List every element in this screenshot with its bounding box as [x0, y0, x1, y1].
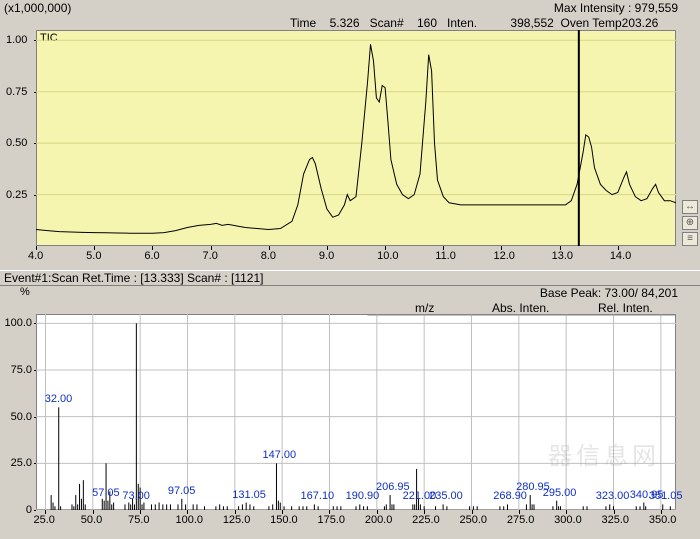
ms-peak-label: 32.00 [45, 393, 73, 405]
tic-multiplier: (x1,000,000) [4, 1, 71, 15]
ms-xtick: 300.0 [554, 514, 582, 526]
ms-col-rel: Rel. Inten. [598, 301, 653, 315]
tic-ytick: 0.75 [6, 86, 27, 98]
ms-ytick: 100.0 [4, 317, 32, 329]
ms-xtick: 25.0 [33, 514, 54, 526]
time-label: Time [290, 16, 316, 30]
ms-peak-label: 235.00 [429, 490, 463, 502]
ms-ytick: 75.0 [4, 364, 32, 376]
ms-base-peak: Base Peak: 73.00/ 84,201 [540, 286, 678, 300]
tic-panel: (x1,000,000) Max Intensity : 979,559 Tim… [0, 0, 700, 270]
inten-val: 398,552 [510, 16, 553, 30]
ms-ytick: 0 [4, 504, 32, 516]
tic-chart-svg [36, 30, 676, 246]
ms-xtick: 200.0 [365, 514, 393, 526]
ms-panel: Base Peak: 73.00/ 84,201 m/z Abs. Inten.… [0, 286, 700, 539]
ms-xtick: 250.0 [460, 514, 488, 526]
scan-val: 160 [417, 16, 437, 30]
tic-ytick: 0.25 [6, 189, 27, 201]
options-icon[interactable]: ≡ [682, 232, 698, 246]
tic-xtick: 12.0 [493, 250, 514, 262]
ms-xtick: 75.0 [128, 514, 149, 526]
oven-label: Oven Temp [560, 16, 621, 30]
ms-ylabel: % [20, 286, 30, 298]
tic-xtick: 8.0 [261, 250, 276, 262]
ms-ytick: 50.0 [4, 411, 32, 423]
ms-peak-label: 97.05 [168, 485, 196, 497]
ms-peak-label: 73.00 [122, 490, 150, 502]
tic-xtick: 4.0 [28, 250, 43, 262]
oven-val: 203.26 [622, 16, 659, 30]
zoom-in-icon[interactable]: ⊕ [682, 216, 698, 230]
tic-max-intensity: Max Intensity : 979,559 [554, 1, 678, 15]
ms-peak-label: 323.00 [596, 490, 630, 502]
ms-xtick: 175.0 [317, 514, 345, 526]
ms-peak-label: 131.05 [232, 489, 266, 501]
ms-peak-label: 147.00 [262, 449, 296, 461]
scan-label: Scan# [370, 16, 404, 30]
ms-xtick: 325.0 [602, 514, 630, 526]
event-separator-bar: Event#1:Scan Ret.Time : [13.333] Scan# :… [0, 270, 700, 286]
tic-xtick: 9.0 [319, 250, 334, 262]
ms-peak-label: 351.05 [649, 490, 683, 502]
inten-label: Inten. [447, 16, 477, 30]
ms-xtick: 350.0 [649, 514, 677, 526]
watermark: 器信息网 [548, 436, 660, 471]
tic-readout: Time 5.326 Scan# 160 Inten. 398,552 Oven… [290, 16, 658, 30]
ms-xtick: 275.0 [507, 514, 535, 526]
event-separator-text: Event#1:Scan Ret.Time : [13.333] Scan# :… [4, 271, 264, 285]
ms-xtick: 100.0 [175, 514, 203, 526]
ms-peak-label: 57.05 [92, 487, 120, 499]
tic-ytick: 0.50 [6, 137, 27, 149]
ms-peak-label: 167.10 [301, 490, 335, 502]
ms-xtick: 150.0 [270, 514, 298, 526]
tic-xtick: 13.0 [552, 250, 573, 262]
tic-xtick: 5.0 [86, 250, 101, 262]
zoom-horiz-icon[interactable]: ↔ [682, 200, 698, 214]
ms-xtick: 50.0 [81, 514, 102, 526]
tic-xtick: 10.0 [377, 250, 398, 262]
ms-col-abs: Abs. Inten. [492, 301, 549, 315]
tic-ytick: 1.00 [6, 34, 27, 46]
ms-chart-svg [36, 314, 676, 510]
tic-xtick: 14.0 [610, 250, 631, 262]
ms-peak-label: 295.00 [543, 487, 577, 499]
tic-xtick: 11.0 [435, 250, 456, 262]
ms-peak-label: 190.90 [346, 490, 380, 502]
time-val: 5.326 [330, 16, 360, 30]
ms-xtick: 125.0 [223, 514, 251, 526]
tic-xtick: 7.0 [203, 250, 218, 262]
tic-xtick: 6.0 [144, 250, 159, 262]
ms-ytick: 25.0 [4, 457, 32, 469]
ms-xtick: 225.0 [412, 514, 440, 526]
ms-col-mz: m/z [415, 301, 434, 315]
